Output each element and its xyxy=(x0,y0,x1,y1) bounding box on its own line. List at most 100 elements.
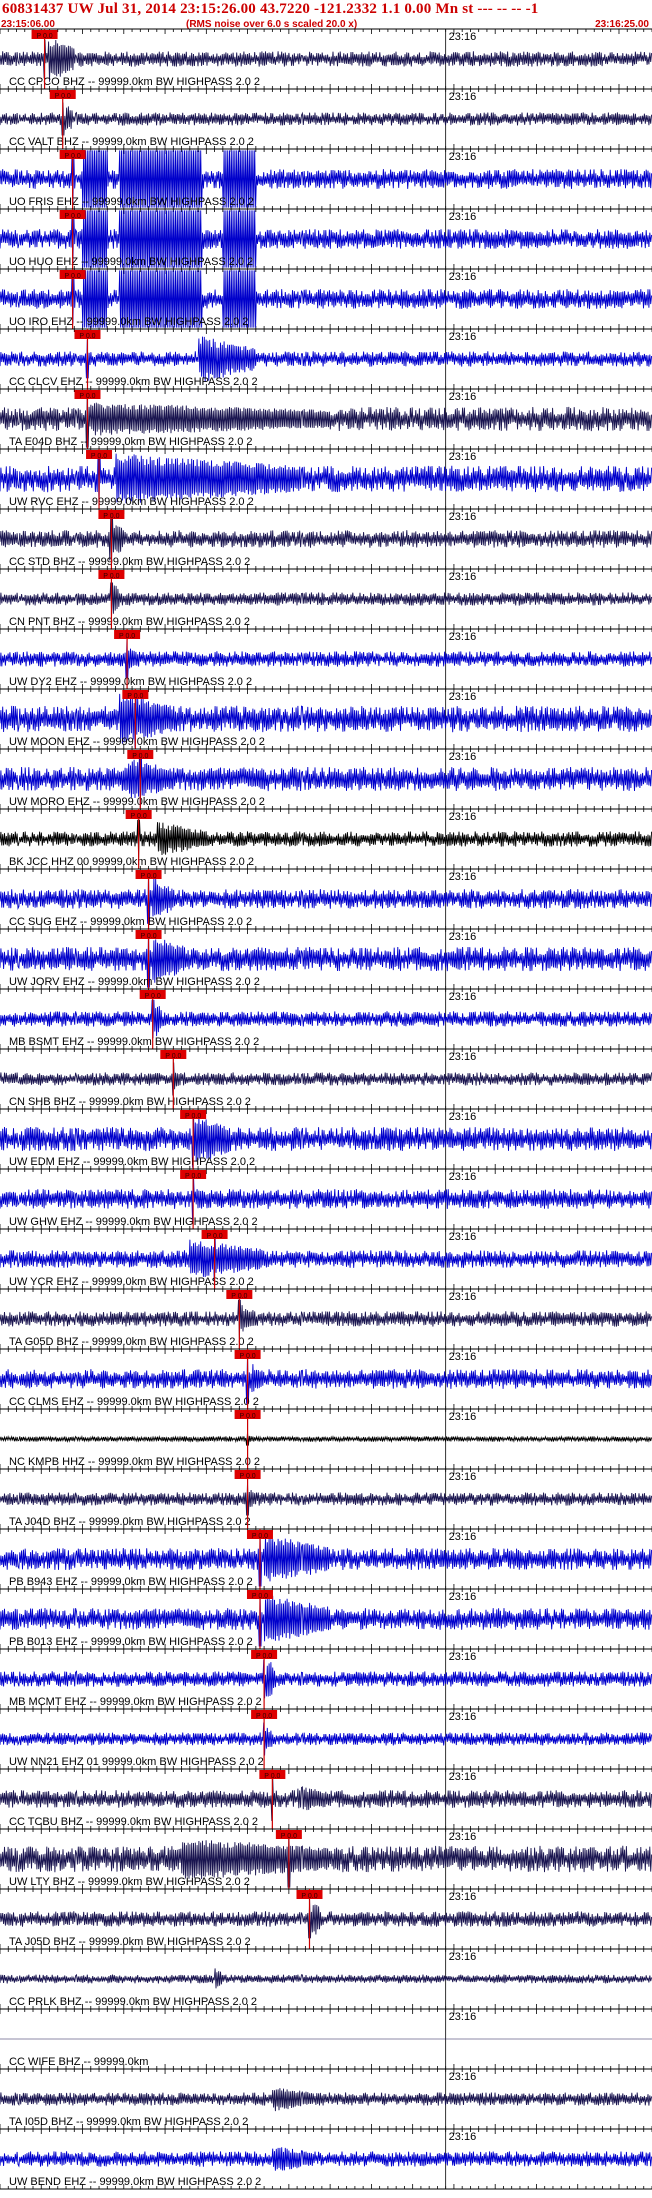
pick-flag xyxy=(135,930,162,939)
waveform-trace xyxy=(0,1659,652,1699)
minute-label: 23:16 xyxy=(449,1591,477,1603)
channel-label: TA J04D BHZ -- 99999.0km BW HIGHPASS 2.0… xyxy=(9,1516,251,1528)
pick-flag xyxy=(226,1290,253,1299)
pick-label: P 0.0 xyxy=(185,1113,201,1120)
waveform-trace xyxy=(0,390,652,448)
waveform-trace xyxy=(0,39,652,82)
channel-label: CN PNT BHZ -- 99999.0km BW HIGHPASS 2.0 … xyxy=(9,616,250,628)
waveform-trace xyxy=(0,150,652,208)
pick-label: P 0.0 xyxy=(55,93,71,100)
pick-label: P 0.0 xyxy=(239,1413,255,1420)
pick-flag xyxy=(122,690,149,699)
waveform-trace xyxy=(0,1531,652,1587)
pick-flag xyxy=(180,1110,207,1119)
pick-flag xyxy=(139,990,166,999)
channel-label: CC VALT BHZ -- 99999.0km BW HIGHPASS 2.0… xyxy=(9,136,254,148)
pick-flag xyxy=(180,1170,207,1179)
pick-flag xyxy=(98,510,125,519)
minute-label: 23:16 xyxy=(449,331,477,343)
minute-label: 23:16 xyxy=(449,1351,477,1363)
channel-label: CN SHB BHZ -- 99999.0km BW HIGHPASS 2.0 … xyxy=(9,1096,251,1108)
channel-label: CC CPCO BHZ -- 99999.0km BW HIGHPASS 2.0… xyxy=(9,76,260,88)
channel-label: UW RVC EHZ -- 99999.0km BW HIGHPASS 2.0 … xyxy=(9,496,254,508)
minute-label: 23:16 xyxy=(449,91,477,103)
event-title: 60831437 UW Jul 31, 2014 23:15:26.00 43.… xyxy=(2,1,539,17)
waveform-trace xyxy=(0,1299,652,1339)
pick-flag xyxy=(251,1650,278,1659)
channel-label: UW NN21 EHZ 01 99999.0km BW HIGHPASS 2.0… xyxy=(9,1756,264,1768)
pick-flag xyxy=(251,1710,278,1719)
pick-label: P 0.0 xyxy=(79,333,95,340)
waveform-trace xyxy=(0,1482,652,1516)
minute-label: 23:16 xyxy=(449,1411,477,1423)
waveform-trace xyxy=(0,270,652,328)
waveform-trace xyxy=(0,750,652,808)
waveform-trace xyxy=(0,1174,652,1224)
pick-flag xyxy=(98,570,125,579)
pick-label: P 0.0 xyxy=(140,873,156,880)
waveform-trace xyxy=(0,819,652,859)
minute-label: 23:16 xyxy=(449,151,477,163)
pick-label: P 0.0 xyxy=(65,273,81,280)
pick-label: P 0.0 xyxy=(239,1473,255,1480)
end-time: 23:16:25.00 xyxy=(595,19,649,30)
pick-flag xyxy=(246,1530,273,1539)
minute-label: 23:16 xyxy=(449,511,477,523)
pick-flag xyxy=(59,150,86,159)
channel-label: MB MCMT EHZ -- 99999.0km BW HIGHPASS 2.0… xyxy=(9,1696,262,1708)
pick-label: P 0.0 xyxy=(132,753,148,760)
pick-flag xyxy=(59,210,86,219)
channel-label: PB B013 EHZ -- 99999.0km BW HIGHPASS 2.0… xyxy=(9,1636,253,1648)
channel-label: CC CLMS EHZ -- 99999.0km BW HIGHPASS 2.0… xyxy=(9,1396,259,1408)
minute-label: 23:16 xyxy=(449,1291,477,1303)
waveform-trace xyxy=(0,516,652,562)
channel-label: CC CLCV EHZ -- 99999.0km BW HIGHPASS 2.0… xyxy=(9,376,258,388)
minute-label: 23:16 xyxy=(449,991,477,1003)
minute-label: 23:16 xyxy=(449,1531,477,1543)
waveform-trace xyxy=(0,690,652,748)
channel-label: UO IRO EHZ -- 99999.0km BW HIGHPASS 2.0 … xyxy=(9,316,248,328)
pick-label: P 0.0 xyxy=(252,1533,268,1540)
channel-label: UW MOON EHZ -- 99999.0km BW HIGHPASS 2.0… xyxy=(9,736,265,748)
pick-label: P 0.0 xyxy=(127,693,143,700)
waveform-trace xyxy=(0,639,652,679)
waveform-trace xyxy=(0,582,652,616)
pick-flag xyxy=(74,390,101,399)
minute-label: 23:16 xyxy=(449,1471,477,1483)
channel-label: UW DY2 EHZ -- 99999.0km BW HIGHPASS 2.0 … xyxy=(9,676,252,688)
pick-label: P 0.0 xyxy=(119,633,135,640)
pick-label: P 0.0 xyxy=(185,1173,201,1180)
waveform-trace xyxy=(0,999,652,1039)
pick-label: P 0.0 xyxy=(256,1653,272,1660)
pick-flag xyxy=(201,1230,228,1239)
pick-label: P 0.0 xyxy=(103,513,119,520)
channel-label: UW GHW EHZ -- 99999.0km BW HIGHPASS 2.0 … xyxy=(9,1216,258,1228)
pick-label: P 0.0 xyxy=(131,813,147,820)
pick-label: P 0.0 xyxy=(36,33,52,40)
channel-label: UW YCR EHZ -- 99999.0km BW HIGHPASS 2.0 … xyxy=(9,1276,254,1288)
minute-label: 23:16 xyxy=(449,451,477,463)
waveform-trace xyxy=(0,930,652,988)
pick-flag xyxy=(86,450,113,459)
channel-label: TA G05D BHZ -- 99999.0km BW HIGHPASS 2.0… xyxy=(9,1336,254,1348)
waveform-trace xyxy=(0,1432,652,1446)
pick-flag xyxy=(31,30,58,39)
waveform-trace xyxy=(0,336,652,382)
channel-label: UO FRIS EHZ -- 99999.0km BW HIGHPASS 2.0… xyxy=(9,196,254,208)
pick-flag xyxy=(160,1050,187,1059)
minute-label: 23:16 xyxy=(449,571,477,583)
channel-label: UW MORO EHZ -- 99999.0km BW HIGHPASS 2.0… xyxy=(9,796,265,808)
pick-label: P 0.0 xyxy=(65,213,81,220)
pick-flag xyxy=(127,750,154,759)
minute-label: 23:16 xyxy=(449,811,477,823)
pick-flag xyxy=(234,1350,261,1359)
minute-label: 23:16 xyxy=(449,1171,477,1183)
minute-label: 23:16 xyxy=(449,31,477,43)
pick-flag xyxy=(125,810,152,819)
pick-label: P 0.0 xyxy=(165,1053,181,1060)
minute-label: 23:16 xyxy=(449,1231,477,1243)
pick-label: P 0.0 xyxy=(79,393,95,400)
waveform-trace xyxy=(0,210,652,268)
waveform-trace xyxy=(0,1354,652,1404)
